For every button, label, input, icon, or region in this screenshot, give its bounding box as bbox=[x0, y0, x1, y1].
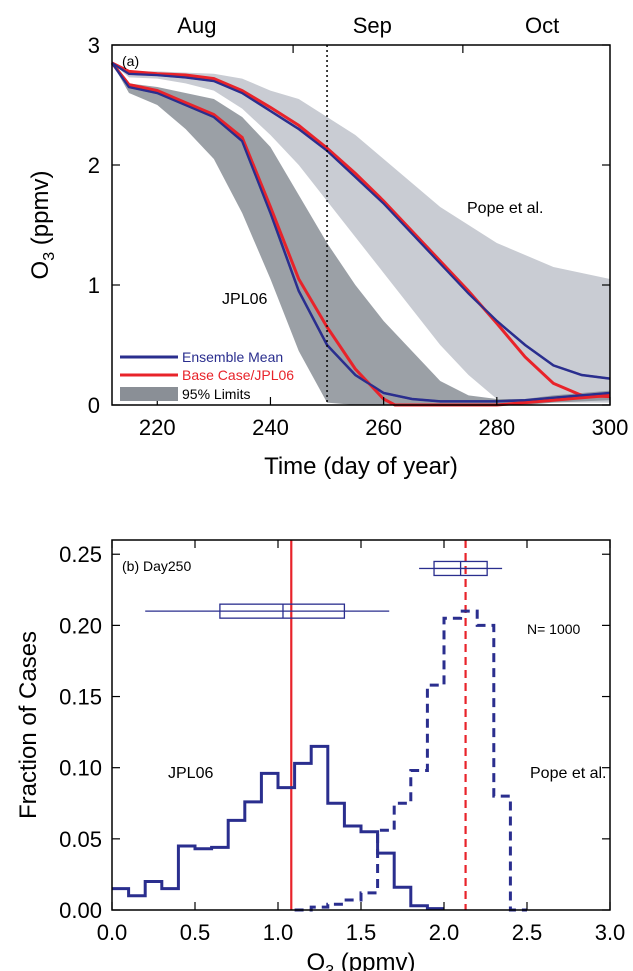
panel-b-ticks: 0.0 0.5 1.0 1.5 2.0 2.5 3.0 0.00 0.05 0.10 0.15 0.2… bbox=[59, 540, 625, 945]
panel-b-ylabel: Fraction of Cases bbox=[15, 631, 42, 819]
panel-a-annotation-jpl06: JPL06 bbox=[222, 291, 267, 308]
panel-a-xlabel: Time (day of year) bbox=[264, 453, 458, 480]
panel-b-vlines bbox=[290, 540, 467, 910]
panel-a-ylabel: O3 (ppmv) bbox=[27, 171, 58, 280]
panel-a-annotation-pope: Pope et al. bbox=[467, 200, 544, 217]
panel-b-annotation-pope: Pope et al. bbox=[530, 765, 607, 782]
panel-b-ytick-label-0.15: 0.15 bbox=[59, 685, 102, 710]
band-jpl06-95-limits bbox=[112, 63, 610, 405]
panel-a-bands bbox=[112, 63, 610, 405]
panel-b-annotation-jpl06: JPL06 bbox=[168, 765, 213, 782]
panel-a-month-oct: Oct bbox=[525, 13, 559, 38]
panel-b-xtick-label-1.5: 1.5 bbox=[346, 920, 377, 945]
panel-b-xtick-label-1.0: 1.0 bbox=[263, 920, 294, 945]
panel-b-xlabel-rest: (ppmv) bbox=[334, 949, 415, 971]
panel-b-xtick-label-3.0: 3.0 bbox=[595, 920, 626, 945]
panel-b-xlabel: O3 (ppmv) bbox=[307, 949, 416, 971]
band-pope-95-limits bbox=[112, 63, 610, 403]
svg-text:O3 (ppmv): O3 (ppmv) bbox=[27, 171, 58, 280]
ensemble-mean-overlay-popeetal bbox=[111, 62, 611, 380]
panel-b-xtick-label-2.5: 2.5 bbox=[512, 920, 543, 945]
panel-a-ylabel-main: O bbox=[27, 261, 54, 280]
panel-b-ytick-label-0.00: 0.00 bbox=[59, 898, 102, 923]
panel-b-label: (b) Day250 bbox=[122, 558, 191, 574]
panel-a-ytick-label-1: 1 bbox=[88, 273, 100, 298]
panel-a-ytick-label-0: 0 bbox=[88, 393, 100, 418]
panel-a-xtick-label-240: 240 bbox=[252, 415, 289, 440]
panel-a-ylabel-rest: (ppmv) bbox=[27, 171, 54, 252]
panel-b-histogram-jpl06 bbox=[112, 744, 444, 911]
panel-a-xtick-label-280: 280 bbox=[478, 415, 515, 440]
panel-a-legend: Ensemble Mean Base Case/JPL06 95% Limits bbox=[120, 349, 294, 402]
panel-a-xtick-label-220: 220 bbox=[139, 415, 176, 440]
legend-limits-label: 95% Limits bbox=[182, 386, 250, 402]
base-case-line-popeetal bbox=[111, 61, 611, 399]
panel-b-histograms bbox=[112, 609, 527, 912]
panel-b-ytick-label-0.10: 0.10 bbox=[59, 756, 102, 781]
panel-b-xlabel-main: O bbox=[307, 949, 326, 971]
legend-limits-swatch bbox=[120, 387, 178, 401]
ensemble-mean-overlay-jpl06 bbox=[111, 62, 611, 403]
panel-a-month-sep: Sep bbox=[353, 13, 392, 38]
panel-a: 220 240 260 280 300 0 1 2 3 Aug Sep Oct (a) JPL06 P… bbox=[27, 13, 628, 480]
panel-a-xtick-label-300: 300 bbox=[592, 415, 629, 440]
panel-a-ytick-label-3: 3 bbox=[88, 33, 100, 58]
panel-b-xlabel-sub: 3 bbox=[325, 963, 334, 971]
panel-b: 0.0 0.5 1.0 1.5 2.0 2.5 3.0 0.00 0.05 0.10 0.15 0.2… bbox=[15, 539, 625, 971]
panel-a-label: (a) bbox=[122, 53, 139, 69]
panel-a-ytick-label-2: 2 bbox=[88, 153, 100, 178]
panel-b-xtick-label-0.5: 0.5 bbox=[180, 920, 211, 945]
panel-a-ticks: 220 240 260 280 300 0 1 2 3 Aug Sep Oct bbox=[88, 13, 629, 440]
panel-b-n-label: N= 1000 bbox=[527, 621, 581, 637]
panel-b-plot-frame bbox=[111, 539, 611, 911]
panel-a-lines bbox=[110, 61, 611, 407]
panel-b-xtick-label-2.0: 2.0 bbox=[429, 920, 460, 945]
panel-b-ytick-label-0.05: 0.05 bbox=[59, 827, 102, 852]
panel-b-ytick-label-0.20: 0.20 bbox=[59, 613, 102, 638]
panel-a-xtick-label-260: 260 bbox=[365, 415, 402, 440]
panel-a-plot-frame bbox=[111, 44, 611, 406]
legend-ensemble-mean-label: Ensemble Mean bbox=[182, 349, 283, 365]
panel-b-ytick-label-0.25: 0.25 bbox=[59, 542, 102, 567]
panel-a-ylabel-sub: 3 bbox=[41, 252, 58, 261]
legend-base-case-label: Base Case/JPL06 bbox=[182, 367, 294, 383]
panel-a-month-aug: Aug bbox=[177, 13, 216, 38]
panel-b-histogram-popeetal bbox=[294, 609, 527, 912]
panel-b-boxplots bbox=[145, 560, 503, 619]
panel-b-xtick-label-0.0: 0.0 bbox=[97, 920, 128, 945]
